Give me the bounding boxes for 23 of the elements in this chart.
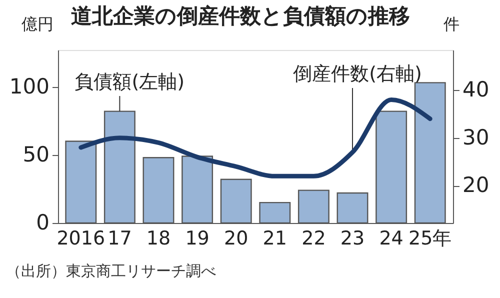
y-tick-label: 0: [36, 210, 50, 234]
x-tick-label: 22: [302, 228, 326, 250]
chart-title: 道北企業の倒産件数と負債額の推移: [71, 4, 410, 28]
annotation: 負債額(左軸): [74, 71, 185, 93]
x-tick-label: 20: [224, 228, 248, 250]
x-tick-label: 23: [340, 228, 365, 250]
x-tick-label: 2016: [56, 228, 106, 250]
y2-axis-title: 件: [444, 14, 460, 34]
x-tick-label: 24: [379, 228, 404, 250]
y-tick-label: 50: [22, 142, 50, 166]
x-tick-label: 21: [262, 228, 287, 250]
line-series: [78, 97, 432, 178]
y2-tick-label: 20: [462, 173, 490, 198]
x-tick-label: 25年: [408, 228, 452, 250]
x-tick-label: 19: [185, 228, 210, 250]
y-axis-title: 億円: [22, 14, 54, 34]
x-tick-label: 17: [108, 228, 132, 250]
text: （出所）東京商工リサーチ調べ: [6, 262, 216, 280]
y2-tick-label: 40: [462, 78, 490, 102]
y2-tick-label: 30: [462, 125, 490, 150]
y-tick-label: 100: [9, 74, 50, 98]
x-tick-label: 18: [146, 228, 171, 250]
annotation: 倒産件数(右軸): [293, 63, 422, 85]
